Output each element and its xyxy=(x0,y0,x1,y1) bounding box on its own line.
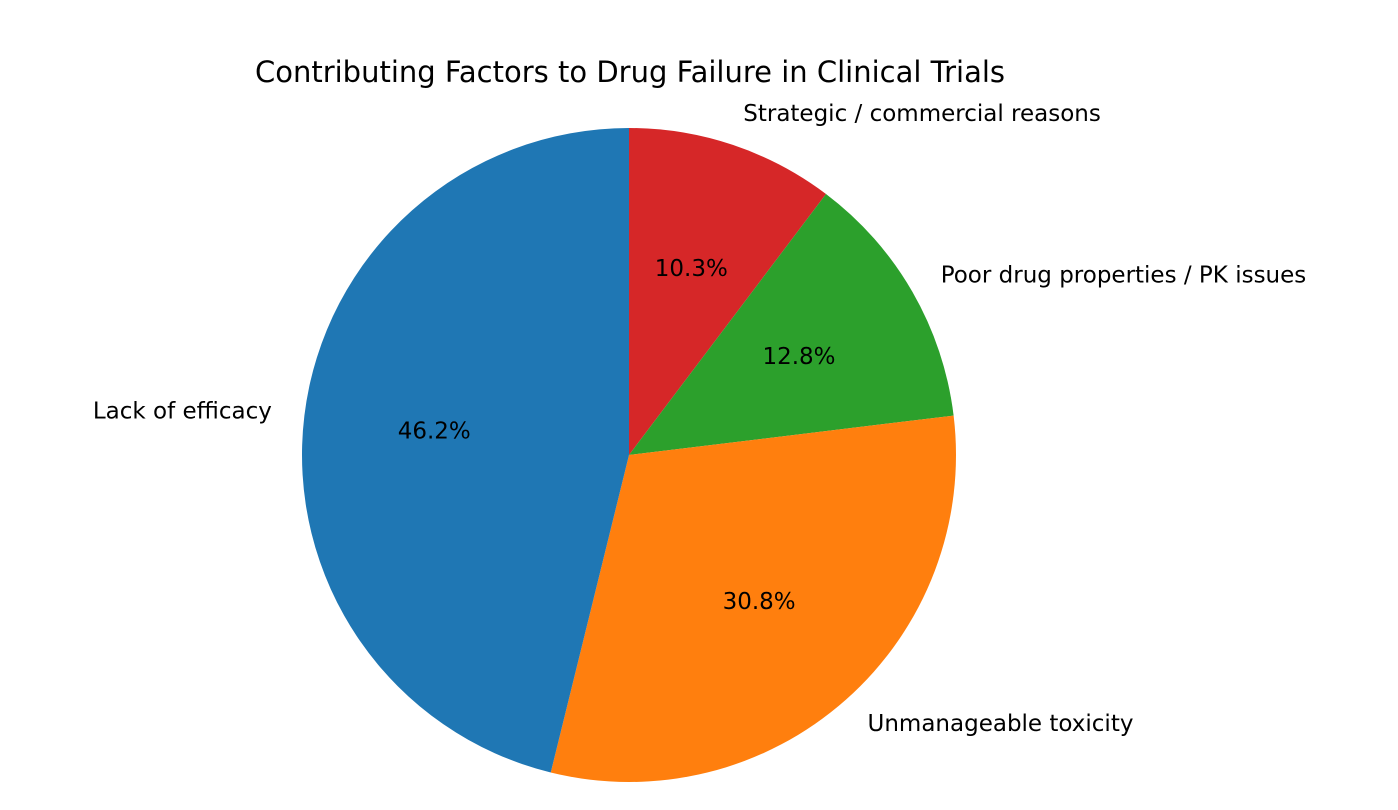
slice-label-2: Unmanageable toxicity xyxy=(868,711,1134,737)
percent-label-0: 10.3% xyxy=(655,256,728,282)
pie-slice-2 xyxy=(550,415,956,783)
percent-label-2: 30.8% xyxy=(723,589,796,615)
slice-labels: Strategic / commercial reasons Poor drug … xyxy=(93,101,1306,737)
pie-slice-3 xyxy=(301,128,629,773)
slice-label-0: Strategic / commercial reasons xyxy=(743,101,1101,127)
slice-label-1: Poor drug properties / PK issues xyxy=(941,262,1307,288)
slice-label-3: Lack of efficacy xyxy=(93,399,272,425)
pie-slice-0 xyxy=(629,128,826,455)
percent-labels: 10.3% 12.8% 30.8% 46.2% xyxy=(398,256,836,615)
pie-slices xyxy=(301,128,956,783)
percent-label-1: 12.8% xyxy=(762,344,835,370)
chart-title: Contributing Factors to Drug Failure in … xyxy=(255,55,1005,89)
pie-slice-1 xyxy=(629,193,954,455)
percent-label-3: 46.2% xyxy=(398,418,471,444)
